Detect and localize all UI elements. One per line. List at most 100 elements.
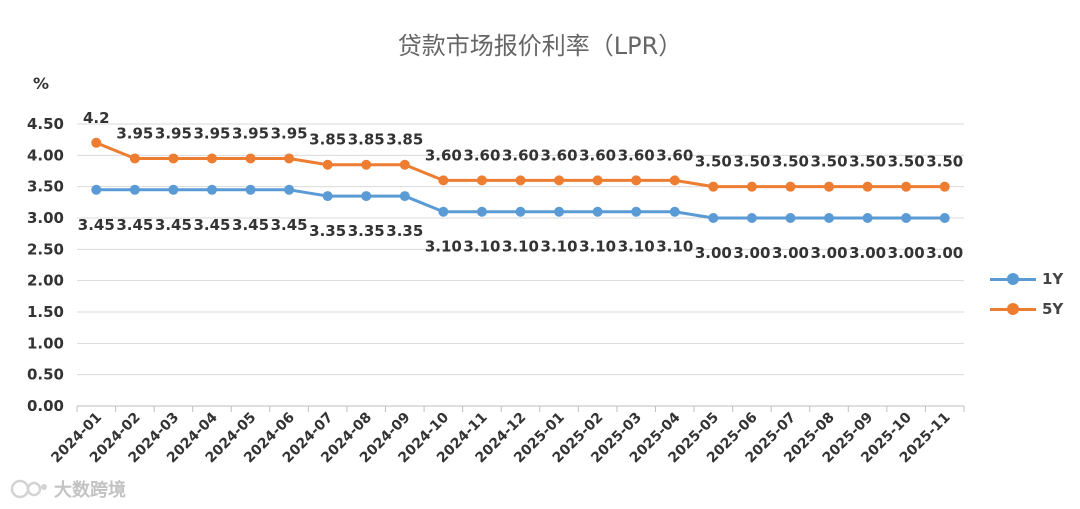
watermark-logo-icon xyxy=(10,479,47,499)
y-tick-label: 4.00 xyxy=(27,146,64,164)
data-point-5y xyxy=(592,175,603,186)
data-point-1y xyxy=(824,213,835,223)
data-point-1y xyxy=(592,206,603,217)
data-point-5y xyxy=(901,181,912,192)
data-label-5y: 3.95 xyxy=(155,124,192,142)
series-group xyxy=(91,137,950,223)
data-point-1y xyxy=(631,206,642,217)
y-tick-label: 3.00 xyxy=(27,209,64,227)
data-label-5y: 3.95 xyxy=(271,124,308,142)
data-label-1y: 3.00 xyxy=(926,244,963,262)
legend-swatch-1y xyxy=(990,272,1036,286)
data-point-1y xyxy=(284,184,295,195)
data-label-1y: 3.10 xyxy=(425,238,462,256)
data-point-5y xyxy=(361,159,372,170)
y-tick-label: 1.00 xyxy=(27,334,64,352)
data-label-1y: 3.35 xyxy=(309,222,346,240)
data-point-5y xyxy=(284,153,295,164)
data-label-5y: 3.50 xyxy=(772,153,809,171)
data-point-1y xyxy=(669,206,680,217)
data-point-1y xyxy=(91,184,102,195)
watermark: 大数跨境 xyxy=(10,476,126,502)
data-point-1y xyxy=(245,184,256,195)
data-label-1y: 3.00 xyxy=(888,244,925,262)
data-label-1y: 3.10 xyxy=(541,238,578,256)
data-point-1y xyxy=(515,206,526,217)
data-point-5y xyxy=(438,175,449,186)
data-point-1y xyxy=(476,206,487,217)
data-point-5y xyxy=(399,159,410,170)
data-label-1y: 3.45 xyxy=(155,216,192,234)
data-label-5y: 3.50 xyxy=(733,153,770,171)
data-point-5y xyxy=(631,175,642,186)
data-point-1y xyxy=(361,191,372,202)
data-point-5y xyxy=(554,175,565,186)
data-label-1y: 3.10 xyxy=(656,238,693,256)
data-label-5y: 3.60 xyxy=(579,146,616,164)
y-tick-label: 1.50 xyxy=(27,303,64,321)
y-tick-label: 2.00 xyxy=(27,272,64,290)
data-label-5y: 3.60 xyxy=(463,146,500,164)
data-label-1y: 3.45 xyxy=(193,216,230,234)
watermark-text: 大数跨境 xyxy=(54,480,126,501)
data-point-5y xyxy=(168,153,179,164)
data-point-5y xyxy=(785,181,796,192)
data-point-1y xyxy=(554,206,565,217)
y-tick-label: 2.50 xyxy=(27,240,64,258)
legend-label-1y: 1Y xyxy=(1042,270,1064,288)
data-label-5y: 3.85 xyxy=(309,131,346,149)
x-axis: 2024-012024-022024-032024-042024-052024-… xyxy=(48,405,965,466)
data-label-1y: 3.10 xyxy=(579,238,616,256)
data-label-5y: 3.50 xyxy=(888,153,925,171)
data-point-5y xyxy=(746,181,757,192)
data-point-1y xyxy=(708,213,719,223)
data-point-5y xyxy=(129,153,140,164)
data-labels: 3.45 3.45 3.45 3.45 3.45 3.45 3.35 3.35 3.353.10… xyxy=(78,109,963,262)
data-label-1y: 3.45 xyxy=(116,216,153,234)
data-label-5y: 3.60 xyxy=(618,146,655,164)
data-label-1y: 3.00 xyxy=(811,244,848,262)
data-point-1y xyxy=(901,213,912,223)
data-label-5y: 3.60 xyxy=(425,146,462,164)
data-label-1y: 3.10 xyxy=(463,238,500,256)
y-tick-label: 0.00 xyxy=(27,397,64,415)
y-tick-label: 3.50 xyxy=(27,178,64,196)
data-label-5y: 3.50 xyxy=(926,153,963,171)
data-point-1y xyxy=(168,184,179,195)
data-label-1y: 3.00 xyxy=(772,244,809,262)
data-label-1y: 3.35 xyxy=(348,222,385,240)
data-label-5y: 3.60 xyxy=(656,146,693,164)
data-point-5y xyxy=(476,175,487,186)
data-label-1y: 3.00 xyxy=(849,244,886,262)
data-point-5y xyxy=(669,175,680,186)
data-label-1y: 3.45 xyxy=(78,216,115,234)
y-axis-unit-label: % xyxy=(33,74,50,93)
legend-item-5y: 5Y xyxy=(990,294,1063,324)
data-point-1y xyxy=(939,213,950,223)
data-point-5y xyxy=(824,181,835,192)
data-point-1y xyxy=(322,191,333,202)
data-label-1y: 3.45 xyxy=(271,216,308,234)
data-point-1y xyxy=(399,191,410,202)
data-point-1y xyxy=(746,213,757,223)
legend-label-5y: 5Y xyxy=(1042,300,1064,318)
data-label-5y: 3.85 xyxy=(348,131,385,149)
data-label-1y: 3.10 xyxy=(502,238,539,256)
data-label-5y: 3.95 xyxy=(232,124,269,142)
data-label-5y: 3.95 xyxy=(116,124,153,142)
data-label-5y: 3.60 xyxy=(502,146,539,164)
data-label-1y: 3.45 xyxy=(232,216,269,234)
data-point-1y xyxy=(129,184,140,195)
data-point-5y xyxy=(862,181,873,192)
data-label-1y: 3.00 xyxy=(733,244,770,262)
data-label-5y: 3.50 xyxy=(695,153,732,171)
data-label-5y: 3.95 xyxy=(193,124,230,142)
data-label-1y: 3.10 xyxy=(618,238,655,256)
data-label-5y: 3.85 xyxy=(386,131,423,149)
data-point-1y xyxy=(862,213,873,223)
y-axis-ticks: 0.00 0.50 1.00 1.50 2.00 2.50 3.00 3.50 4.00 4.50 xyxy=(27,115,64,415)
data-label-1y: 3.00 xyxy=(695,244,732,262)
data-point-5y xyxy=(91,137,102,148)
data-point-1y xyxy=(438,206,449,217)
